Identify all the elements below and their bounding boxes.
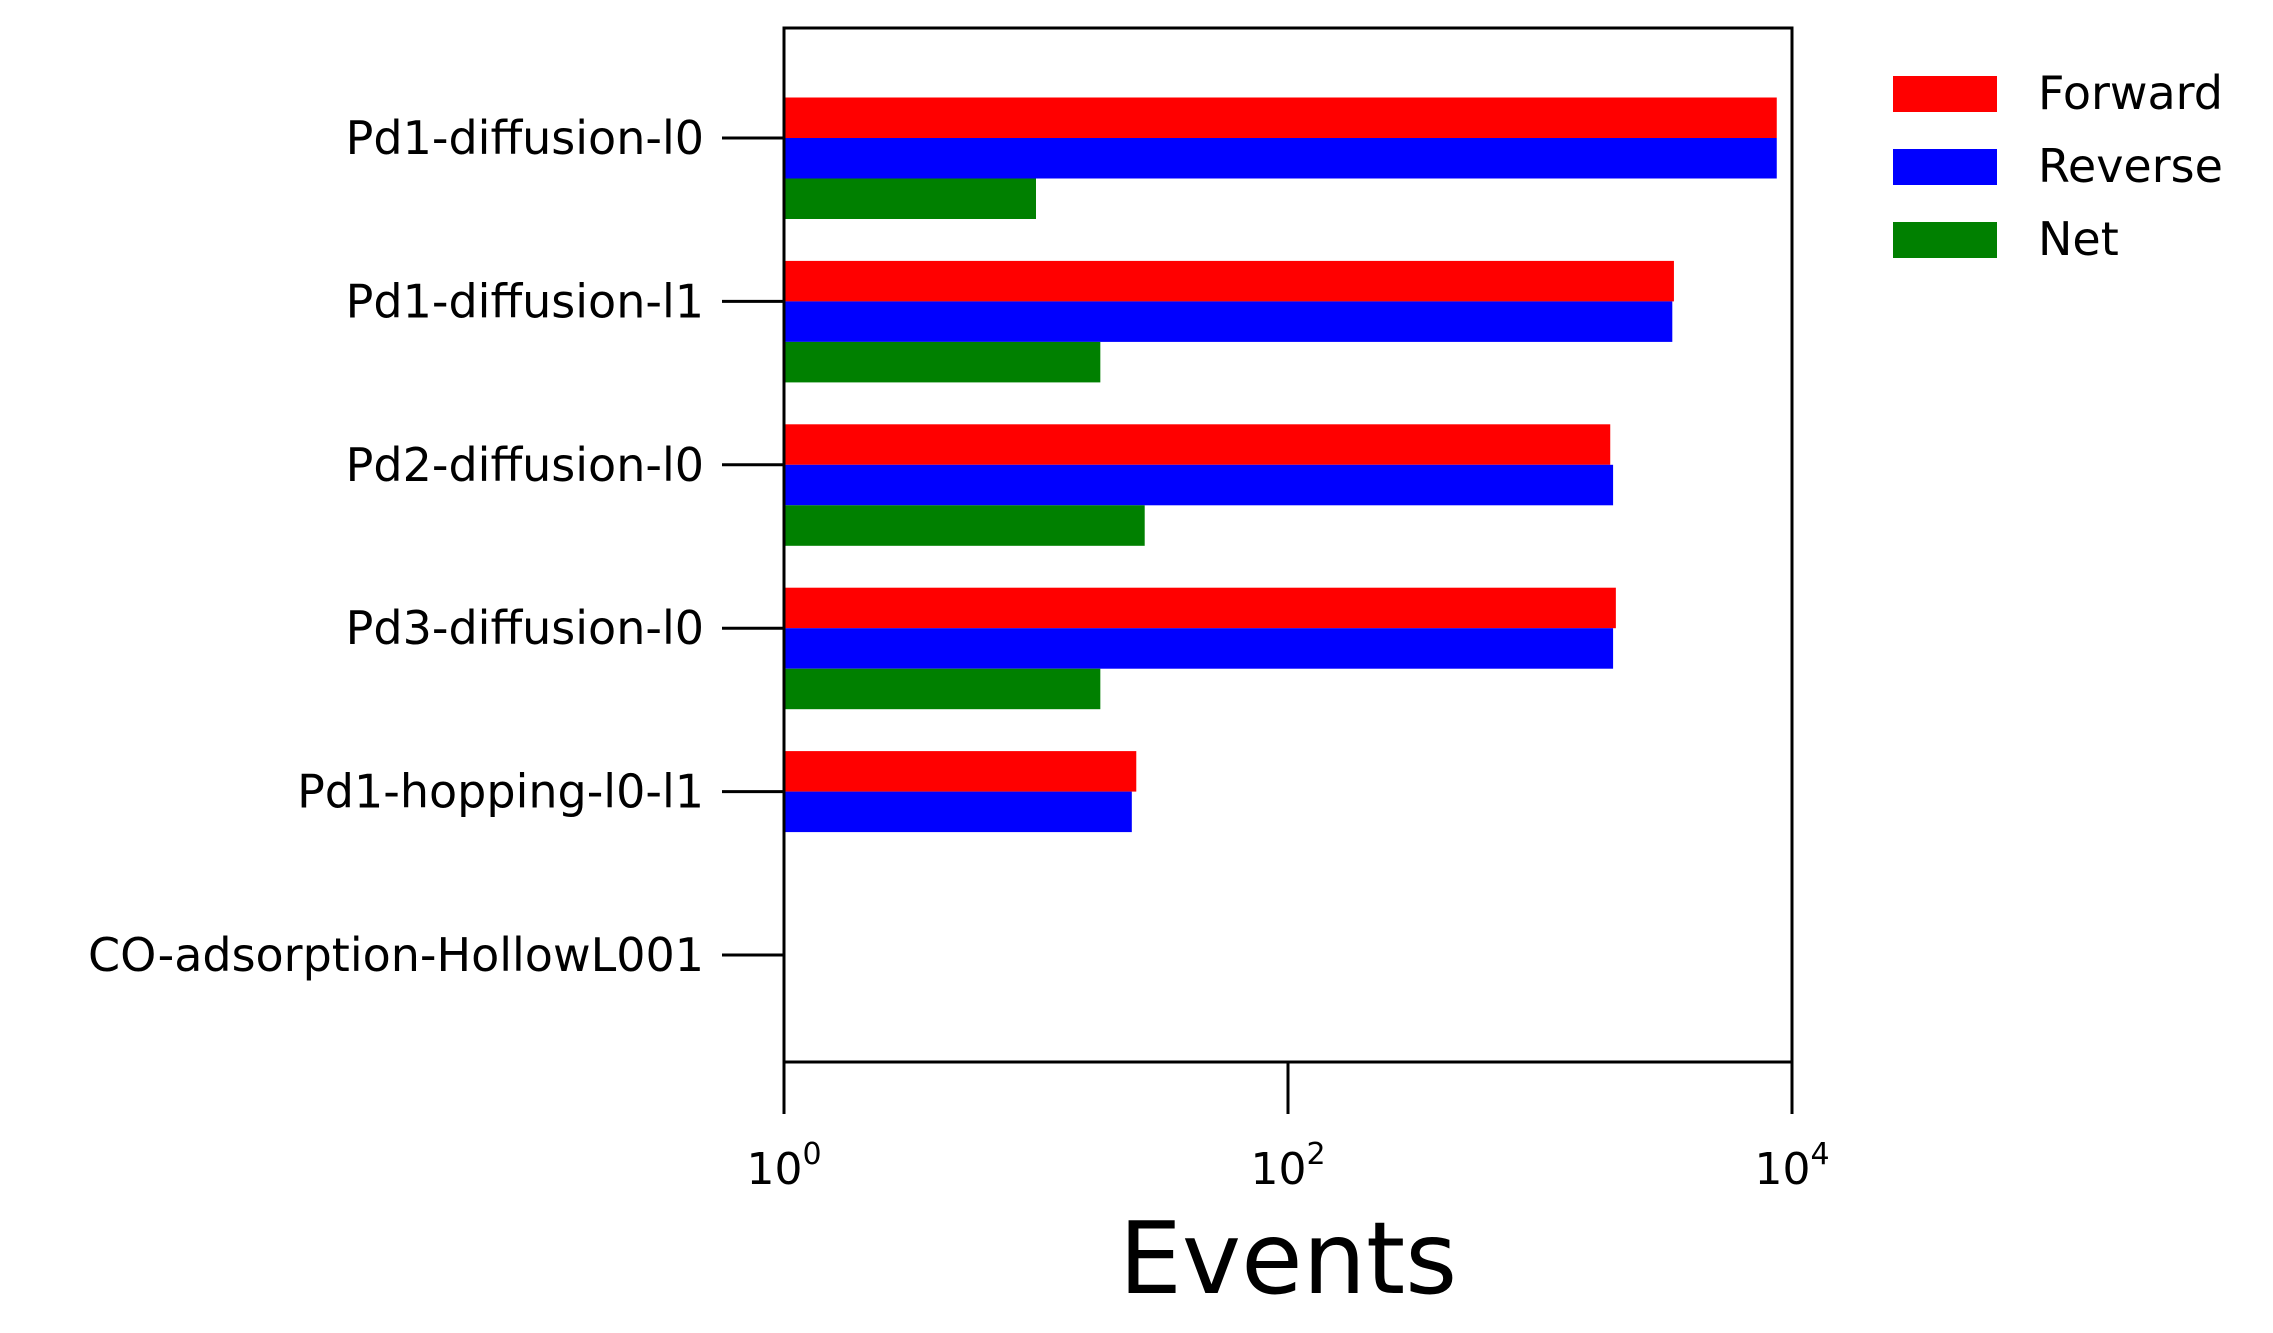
bar-reverse-0 bbox=[784, 138, 1777, 179]
bar-net-1 bbox=[784, 341, 1101, 383]
bars-group bbox=[784, 97, 1777, 833]
bar-reverse-4 bbox=[784, 791, 1132, 833]
legend-label-forward: Forward bbox=[2038, 66, 2223, 120]
y-axis: Pd1-diffusion-l0 Pd1-diffusion-l1 Pd2-diff… bbox=[88, 111, 784, 982]
legend: Forward Reverse Net bbox=[1893, 66, 2223, 266]
legend-swatch-net bbox=[1893, 222, 1997, 258]
bar-forward-3 bbox=[784, 587, 1616, 629]
x-axis-title: Events bbox=[1119, 1200, 1458, 1317]
legend-swatch-forward bbox=[1893, 76, 1997, 112]
bar-forward-0 bbox=[784, 97, 1777, 138]
y-tick-label-0: Pd1-diffusion-l0 bbox=[346, 111, 704, 165]
bar-net-3 bbox=[784, 668, 1101, 710]
bar-forward-2 bbox=[784, 424, 1611, 465]
legend-label-reverse: Reverse bbox=[2038, 139, 2223, 193]
bar-net-2 bbox=[784, 505, 1145, 546]
legend-label-net: Net bbox=[2038, 212, 2119, 266]
x-axis: 100 102 104 bbox=[746, 1062, 1830, 1195]
bar-forward-1 bbox=[784, 260, 1674, 302]
bar-reverse-3 bbox=[784, 628, 1614, 669]
y-tick-label-1: Pd1-diffusion-l1 bbox=[346, 274, 704, 328]
y-tick-label-2: Pd2-diffusion-l0 bbox=[346, 438, 704, 492]
x-tick-label-1: 102 bbox=[1250, 1137, 1325, 1195]
legend-swatch-reverse bbox=[1893, 149, 1997, 185]
bar-reverse-2 bbox=[784, 464, 1614, 506]
y-tick-label-3: Pd3-diffusion-l0 bbox=[346, 601, 704, 655]
x-tick-label-0: 100 bbox=[746, 1137, 821, 1195]
y-tick-label-4: Pd1-hopping-l0-l1 bbox=[297, 765, 704, 819]
x-tick-label-2: 104 bbox=[1754, 1137, 1829, 1195]
bar-forward-4 bbox=[784, 751, 1137, 792]
bar-net-0 bbox=[784, 178, 1036, 219]
y-tick-label-5: CO-adsorption-HollowL001 bbox=[88, 928, 704, 982]
bar-reverse-1 bbox=[784, 301, 1673, 342]
